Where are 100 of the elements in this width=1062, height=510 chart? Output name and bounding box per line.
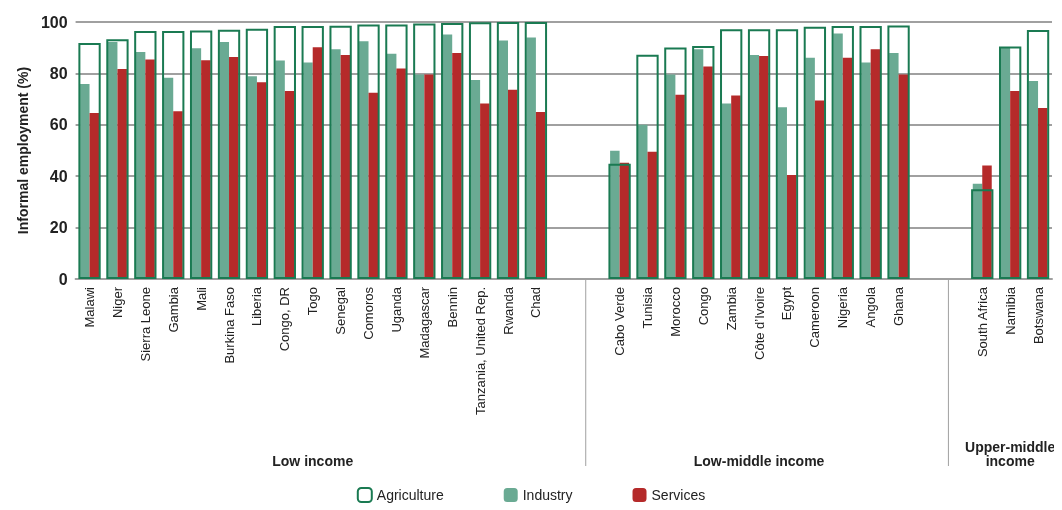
bar — [1000, 47, 1011, 279]
y-tick-label: 20 — [49, 219, 68, 237]
bar — [610, 150, 620, 279]
bar — [747, 29, 771, 279]
bar — [441, 23, 464, 279]
y-tick-label: 60 — [49, 116, 68, 134]
bar — [692, 45, 715, 279]
bar — [496, 22, 520, 279]
bar — [693, 49, 704, 279]
bar — [357, 24, 380, 279]
bar — [720, 29, 743, 279]
y-tick-label: 40 — [49, 167, 68, 185]
bar — [1010, 90, 1020, 279]
x-tick-label: Gambia — [165, 286, 181, 333]
bar — [413, 23, 436, 279]
bar — [619, 162, 630, 279]
bar — [385, 24, 408, 279]
x-tick-label: Burkina Faso — [221, 287, 237, 364]
bar — [972, 183, 983, 279]
x-tick-label: Tanzania, United Rep. — [472, 287, 488, 415]
bar — [256, 82, 267, 279]
bar — [814, 100, 825, 279]
x-tick-label: Malawi — [82, 286, 98, 328]
bar — [675, 94, 685, 279]
x-tick-label: Congo, DR — [277, 287, 293, 352]
y-tick-label: 0 — [58, 270, 68, 288]
bar — [189, 30, 213, 279]
x-tick-label: Comoros — [361, 286, 377, 340]
bar — [386, 53, 397, 279]
x-tick-label: Liberia — [249, 286, 265, 327]
bar — [999, 46, 1022, 279]
bar — [889, 53, 899, 279]
x-tick-label: Zambia — [723, 286, 739, 331]
bar — [312, 47, 323, 279]
bar — [647, 151, 657, 279]
text: Low-middle income — [693, 453, 825, 469]
y-tick-label: 100 — [40, 13, 68, 31]
bar — [468, 22, 492, 279]
bar — [217, 29, 241, 279]
x-tick-label: Mali — [193, 286, 209, 311]
x-tick-label: South Africa — [974, 286, 990, 358]
bar — [80, 83, 90, 279]
bar — [971, 189, 994, 279]
x-tick-label: Botswana — [1030, 286, 1046, 345]
bar — [786, 174, 797, 279]
bar — [284, 90, 295, 279]
bar — [329, 25, 352, 279]
bar — [331, 49, 341, 279]
bar — [340, 54, 351, 279]
bar — [117, 69, 127, 279]
legend-label: Services — [651, 487, 706, 503]
bar — [861, 62, 871, 279]
bar — [777, 107, 787, 279]
bar — [442, 34, 453, 279]
bar — [275, 60, 285, 279]
x-tick-label: Togo — [305, 287, 321, 316]
x-tick-label: Morocco — [667, 287, 683, 337]
bar — [78, 43, 101, 279]
bar — [163, 77, 174, 279]
bar — [498, 40, 508, 279]
x-tick-label: Ghana — [891, 286, 907, 327]
bar — [638, 124, 648, 279]
bar — [107, 42, 118, 279]
bar — [526, 37, 536, 279]
bar — [535, 111, 546, 279]
bar — [664, 47, 687, 279]
bar — [831, 26, 854, 279]
x-tick-label: Uganda — [388, 286, 404, 333]
legend-label: Agriculture — [376, 487, 444, 503]
bar — [106, 39, 129, 279]
bar — [803, 26, 827, 279]
x-tick-label: Angola — [863, 286, 879, 328]
bar — [145, 59, 155, 279]
bar — [245, 28, 269, 279]
x-tick-label: Niger — [109, 286, 125, 319]
x-tick-label: Rwanda — [500, 286, 516, 335]
bar — [524, 22, 548, 279]
bar — [749, 54, 760, 279]
bar — [135, 52, 146, 279]
bar — [887, 25, 910, 279]
x-tick-label: Côte d’Ivoire — [751, 287, 767, 360]
bar — [665, 74, 676, 279]
x-tick-label: Sierra Leone — [137, 287, 153, 362]
x-tick-label: Namibia — [1002, 286, 1018, 335]
bar — [173, 111, 183, 279]
x-tick-label: Congo — [695, 287, 711, 326]
bar — [368, 92, 378, 279]
bar — [703, 66, 713, 279]
bar — [721, 103, 732, 279]
bar — [191, 48, 202, 279]
bar — [1026, 29, 1050, 279]
x-tick-label: Chad — [528, 287, 544, 319]
text: Upper-middle income — [965, 439, 1056, 469]
y-axis-title: Informal employment (%) — [15, 66, 31, 235]
bar — [1028, 81, 1039, 279]
x-tick-label: Madagascar — [416, 286, 432, 359]
bar — [414, 74, 425, 279]
bar — [731, 95, 741, 279]
bar — [775, 29, 799, 279]
bar — [89, 112, 100, 279]
